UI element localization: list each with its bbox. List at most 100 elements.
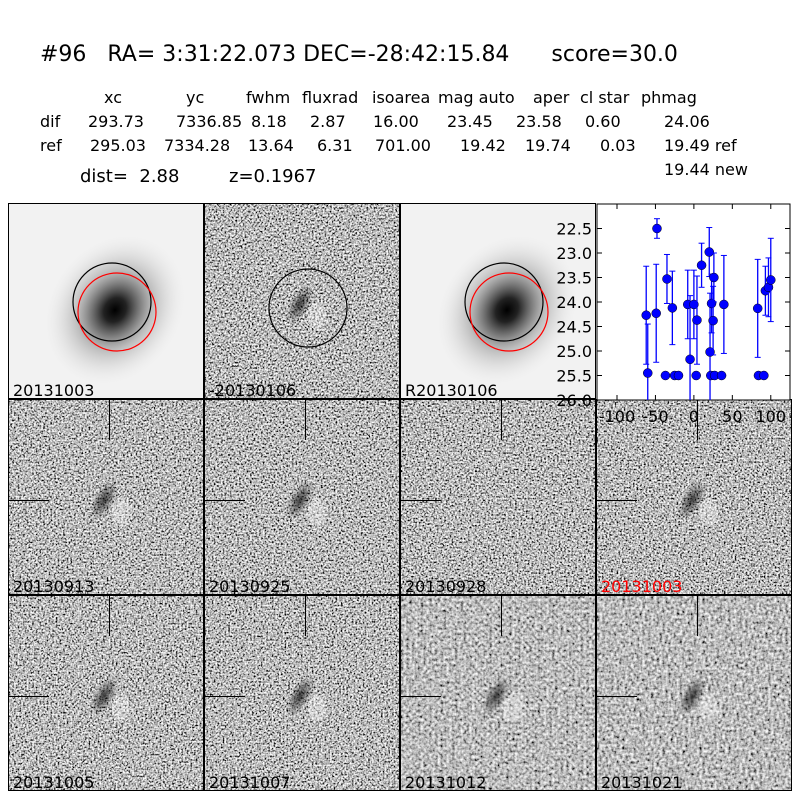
data-point: [642, 368, 653, 378]
column-header: yc: [186, 88, 205, 107]
aperture-circle: [464, 262, 544, 342]
stamp-date-label: 20130928: [405, 577, 487, 595]
column-header: fluxrad: [302, 88, 359, 107]
data-point: [662, 274, 672, 284]
data-point: [752, 303, 763, 314]
data-point: [716, 370, 727, 381]
crosshair-horizontal: [401, 696, 441, 697]
image-stamp: 20130928: [400, 399, 596, 595]
data-point: [652, 223, 662, 234]
crosshair-vertical: [305, 400, 306, 440]
data-point: [705, 347, 715, 357]
column-header: cl star: [580, 88, 630, 107]
table-cell: 16.00: [373, 112, 419, 131]
x-tick-label: 50: [722, 407, 742, 426]
data-point: [691, 370, 701, 381]
column-header: aper: [533, 88, 570, 107]
data-point: [685, 354, 695, 365]
crosshair-vertical: [501, 400, 502, 440]
image-stamp: 20130925: [204, 399, 400, 595]
data-point: [696, 260, 707, 270]
image-stamp: 20131012: [400, 595, 596, 791]
table-cell: 19.49 ref: [664, 136, 737, 155]
redshift: z=0.1967: [229, 166, 317, 187]
aperture-circle-red: [77, 272, 157, 352]
column-header: isoarea: [372, 88, 431, 107]
data-point: [660, 370, 671, 381]
data-point: [759, 370, 769, 381]
column-header: fwhm: [246, 88, 291, 107]
table-cell: 7336.85: [176, 112, 243, 131]
stamp-date-label: 20131007: [209, 773, 291, 791]
figure-title: #96 RA= 3:31:22.073 DEC=-28:42:15.84 sco…: [40, 42, 678, 67]
data-point: [673, 370, 684, 381]
stamp-date-label: 20131003: [13, 381, 95, 399]
data-point: [692, 315, 702, 325]
crosshair-vertical: [305, 596, 306, 636]
stamp-date-label: 20130913: [13, 577, 95, 595]
crosshair-vertical: [109, 400, 110, 440]
image-stamp: 20131003: [8, 203, 204, 399]
data-point: [641, 310, 651, 320]
stamp-date-label: 20131021: [601, 773, 683, 791]
table-cell: 23.45: [447, 112, 493, 131]
stamp-date-label: -20130106: [209, 381, 297, 399]
data-point: [719, 299, 729, 310]
y-tick-label: 25.0: [556, 342, 592, 361]
crosshair-horizontal: [597, 500, 637, 501]
data-point: [708, 315, 718, 326]
stamp-date-label: 20131003: [601, 577, 683, 595]
stamp-date-label: 20131012: [405, 773, 487, 791]
column-header: phmag: [641, 88, 697, 107]
y-tick-label: 22.5: [556, 220, 592, 239]
y-tick-label: 26.0: [556, 391, 592, 410]
crosshair-vertical: [697, 596, 698, 636]
aperture-circle: [268, 268, 348, 348]
data-point: [704, 247, 715, 257]
data-point: [689, 299, 699, 310]
crosshair-horizontal: [205, 696, 245, 697]
phmag-new: 19.44 new: [664, 160, 748, 179]
table-cell: 295.03: [90, 136, 146, 155]
y-tick-label: 25.5: [556, 367, 592, 386]
image-stamp: 20131021: [596, 595, 792, 791]
crosshair-horizontal: [205, 500, 245, 501]
data-point: [667, 303, 678, 313]
row-label: dif: [40, 112, 61, 131]
table-cell: 7334.28: [164, 136, 231, 155]
crosshair-horizontal: [401, 500, 441, 501]
crosshair-vertical: [109, 596, 110, 636]
column-header: mag auto: [438, 88, 515, 107]
column-header: xc: [104, 88, 122, 107]
data-point: [766, 275, 776, 285]
table-cell: 19.74: [525, 136, 571, 155]
crosshair-vertical: [697, 400, 698, 440]
aperture-circle-red: [469, 272, 549, 352]
table-cell: 293.73: [88, 112, 144, 131]
table-cell: 19.42: [460, 136, 506, 155]
stamp-date-label: 20130925: [209, 577, 291, 595]
stamp-date-label: R20130106: [405, 381, 498, 399]
distance: dist= 2.88: [80, 166, 180, 187]
data-point: [709, 272, 719, 283]
y-tick-label: 23.0: [556, 244, 592, 263]
table-cell: 0.03: [600, 136, 636, 155]
image-stamp: R20130106: [400, 203, 596, 399]
table-cell: 0.60: [585, 112, 621, 131]
table-cell: 701.00: [375, 136, 431, 155]
table-cell: 23.58: [516, 112, 562, 131]
table-cell: 2.87: [310, 112, 346, 131]
table-cell: 6.31: [317, 136, 353, 155]
x-tick-label: -100: [599, 407, 635, 426]
data-point: [706, 298, 717, 309]
aperture-circle: [72, 262, 152, 342]
image-stamp: 20130913: [8, 399, 204, 595]
table-cell: 13.64: [248, 136, 294, 155]
stamp-date-label: 20131005: [13, 773, 95, 791]
crosshair-horizontal: [597, 696, 637, 697]
crosshair-vertical: [501, 596, 502, 636]
table-cell: 8.18: [251, 112, 287, 131]
x-tick-label: -50: [642, 407, 668, 426]
x-tick-label: 0: [689, 407, 699, 426]
